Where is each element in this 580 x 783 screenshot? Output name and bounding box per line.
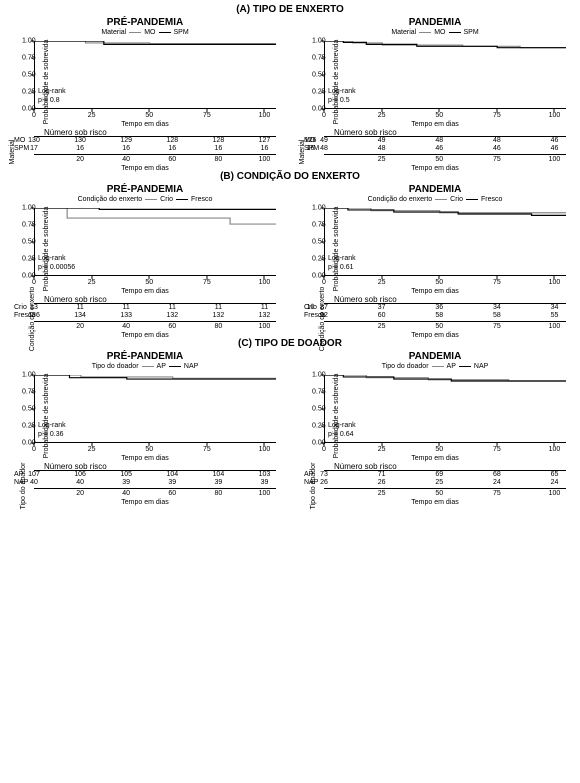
section-title: (B) CONDIÇÃO DO ENXERTO [0,171,580,182]
km-chart: Probabilidade de sobrevida0.000.250.500.… [296,37,574,127]
risk-table: Tipo do doadorAP107106105104104103NAP404… [6,471,284,501]
chart-legend: Tipo do doadorAPNAP [6,363,284,370]
risk-table: Condição do enxertoCrio13111111111110Fre… [6,304,284,334]
panel-title: PRÉ-PANDEMIA [6,184,284,195]
chart-legend: MaterialMOSPM [6,29,284,36]
km-chart: Probabilidade de sobrevida0.000.250.500.… [6,204,284,294]
risk-table: MaterialMO494948484645SPM484846464644255… [296,137,574,167]
chart-legend: Condição do enxertoCrioFresco [296,196,574,203]
chart-legend: Tipo do doadorAPNAP [296,363,574,370]
km-chart: Probabilidade de sobrevida0.000.250.500.… [296,371,574,461]
chart-legend: MaterialMOSPM [296,29,574,36]
section-row: PRÉ-PANDEMIACondição do enxertoCrioFresc… [0,184,580,334]
km-panel: PRÉ-PANDEMIATipo do doadorAPNAPProbabili… [6,351,284,501]
section-row: PRÉ-PANDEMIATipo do doadorAPNAPProbabili… [0,351,580,501]
chart-legend: Condição do enxertoCrioFresco [6,196,284,203]
panel-title: PRÉ-PANDEMIA [6,351,284,362]
risk-table: Tipo do doadorAP7371696865NAP26262524242… [296,471,574,501]
km-panel: PANDEMIAMaterialMOSPMProbabilidade de so… [296,17,574,167]
km-chart: Probabilidade de sobrevida0.000.250.500.… [6,371,284,461]
risk-table: Condição do enxertoCrio3737363434Fresco6… [296,304,574,334]
km-chart: Probabilidade de sobrevida0.000.250.500.… [296,204,574,294]
km-chart: Probabilidade de sobrevida0.000.250.500.… [6,37,284,127]
km-panel: PRÉ-PANDEMIAMaterialMOSPMProbabilidade d… [6,17,284,167]
km-panel: PANDEMIACondição do enxertoCrioFrescoPro… [296,184,574,334]
km-panel: PRÉ-PANDEMIACondição do enxertoCrioFresc… [6,184,284,334]
section-title: (A) TIPO DE ENXERTO [0,4,580,15]
panel-title: PANDEMIA [296,184,574,195]
km-panel: PANDEMIATipo do doadorAPNAPProbabilidade… [296,351,574,501]
panel-title: PRÉ-PANDEMIA [6,17,284,28]
risk-table: MaterialMO130130129128128127126SPM171616… [6,137,284,167]
panel-title: PANDEMIA [296,351,574,362]
panel-title: PANDEMIA [296,17,574,28]
section-title: (C) TIPO DE DOADOR [0,338,580,349]
section-row: PRÉ-PANDEMIAMaterialMOSPMProbabilidade d… [0,17,580,167]
